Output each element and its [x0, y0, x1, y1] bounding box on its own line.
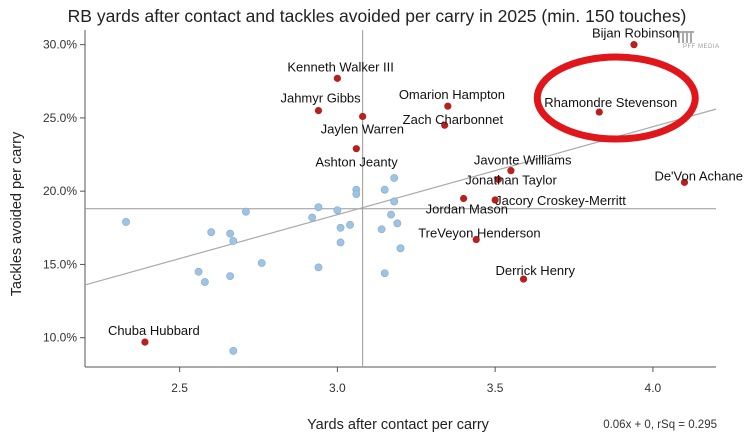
data-point — [200, 278, 209, 286]
y-tick-label: 10.0% — [43, 331, 77, 345]
chart-title: RB yards after contact and tackles avoid… — [68, 6, 687, 26]
data-point — [314, 263, 323, 272]
data-point — [207, 228, 216, 237]
data-point — [122, 218, 130, 226]
data-point — [229, 346, 238, 355]
point-label: Jaylen Warren — [321, 121, 404, 136]
highlight-point — [352, 145, 360, 153]
watermark-text: PFF MEDIA — [683, 44, 720, 50]
point-label: Jordan Mason — [426, 202, 508, 217]
highlight-point — [460, 194, 468, 203]
data-point — [333, 206, 342, 215]
point-label: Chuba Hubbard — [108, 323, 200, 338]
point-label: TreVeyon Henderson — [418, 226, 540, 241]
point-label: Javonte Williams — [474, 153, 572, 168]
point-label: Derrick Henry — [496, 263, 576, 278]
data-point — [336, 223, 345, 232]
data-point — [336, 238, 345, 247]
data-point — [194, 267, 203, 276]
data-point — [226, 272, 235, 281]
y-tick-label: 30.0% — [43, 38, 77, 52]
data-point — [390, 197, 399, 206]
highlight-point — [444, 102, 452, 110]
highlight-point — [491, 196, 499, 204]
data-point — [377, 225, 386, 234]
point-label: Ashton Jeanty — [315, 155, 398, 170]
y-tick-label: 25.0% — [43, 111, 77, 125]
data-point — [226, 229, 235, 238]
highlight-point — [314, 106, 323, 115]
data-point — [346, 220, 354, 229]
x-tick-label: 4.0 — [645, 381, 662, 395]
data-point — [387, 210, 395, 219]
point-label: Omarion Hampton — [399, 87, 505, 102]
data-point — [242, 207, 250, 216]
point-label: Jahmyr Gibbs — [280, 91, 361, 106]
x-axis-label: Yards after contact per carry — [307, 417, 490, 433]
data-point — [314, 203, 323, 212]
data-point — [352, 190, 361, 199]
y-tick-label: 15.0% — [43, 257, 77, 271]
data-point — [393, 219, 402, 228]
data-point — [308, 213, 317, 222]
trendline-equation: 0.06x + 0, rSq = 0.295 — [603, 419, 717, 431]
highlight-point — [507, 167, 515, 175]
highlight-point — [494, 175, 502, 184]
x-tick-label: 3.5 — [487, 381, 504, 395]
point-label: De'Von Achane — [654, 168, 743, 183]
y-axis-label: Tackles avoided per carry — [9, 131, 25, 296]
point-label: Jonathan Taylor — [465, 172, 557, 187]
highlight-point — [595, 108, 603, 116]
data-point — [380, 269, 389, 278]
data-point — [396, 244, 405, 253]
highlight-point — [359, 112, 367, 121]
highlight-point — [141, 338, 149, 346]
x-tick-label: 3.0 — [329, 381, 346, 395]
point-label: Zach Charbonnet — [403, 112, 504, 127]
point-label: Jacory Croskey-Merritt — [495, 193, 626, 208]
point-label: Bijan Robinson — [592, 26, 679, 41]
data-point — [380, 185, 389, 194]
highlight-ellipse — [533, 53, 699, 143]
highlight-point — [333, 74, 341, 82]
point-label: Rhamondre Stevenson — [544, 95, 677, 110]
pff-logo: PFF MEDIA — [676, 31, 720, 50]
highlight-point — [630, 41, 638, 49]
point-label: Kenneth Walker III — [287, 59, 393, 74]
y-tick-label: 20.0% — [43, 184, 77, 198]
highlight-point — [680, 178, 689, 186]
highlight-point — [472, 235, 480, 244]
data-point — [390, 174, 399, 182]
data-point — [229, 237, 238, 245]
highlight-point — [519, 275, 528, 283]
highlight-point — [441, 121, 449, 129]
data-point — [257, 259, 266, 267]
x-tick-label: 2.5 — [171, 381, 188, 395]
